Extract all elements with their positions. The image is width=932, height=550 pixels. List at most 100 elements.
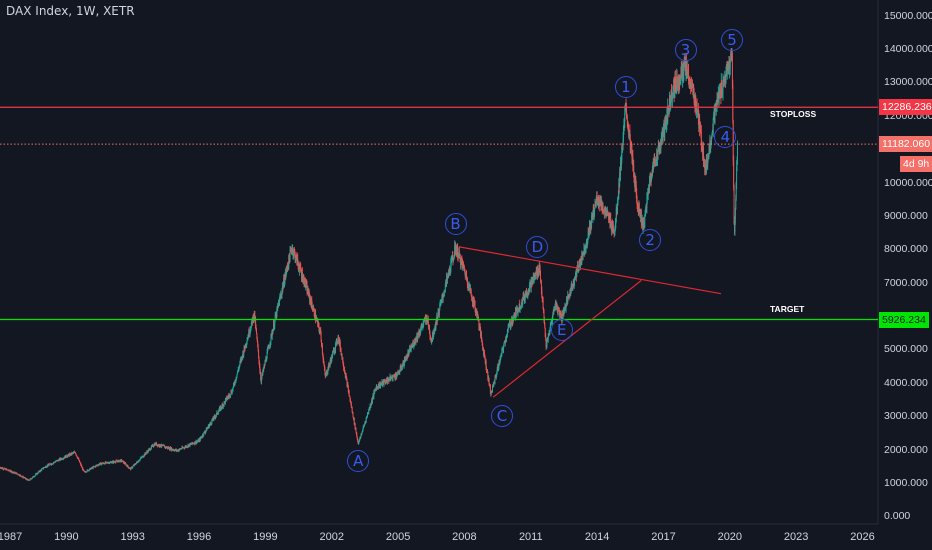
candle-body bbox=[100, 463, 102, 465]
candle-body bbox=[494, 375, 496, 383]
candle-body bbox=[127, 465, 129, 467]
candle-body bbox=[466, 278, 468, 286]
candle-body bbox=[557, 307, 559, 313]
candle-body bbox=[663, 128, 664, 137]
candle-body bbox=[733, 188, 735, 224]
candle-body bbox=[651, 178, 653, 181]
price-tick-label: 1000.000 bbox=[884, 476, 928, 489]
candle-body bbox=[737, 142, 738, 160]
candle-body bbox=[139, 458, 141, 460]
price-tick-label: 0.000 bbox=[884, 510, 911, 523]
candle-body bbox=[729, 61, 731, 68]
candle-body bbox=[76, 455, 78, 456]
candle-body bbox=[121, 461, 123, 462]
candle-body bbox=[256, 338, 258, 342]
candle-body bbox=[723, 81, 725, 84]
candle-body bbox=[258, 350, 260, 357]
candle-body bbox=[711, 130, 713, 135]
candle-body bbox=[267, 345, 269, 349]
candle-body bbox=[549, 325, 551, 328]
candle-body bbox=[3, 468, 5, 470]
candle-body bbox=[735, 199, 737, 210]
candle-body bbox=[357, 438, 359, 442]
candle-body bbox=[542, 300, 544, 309]
candle-body bbox=[699, 118, 701, 131]
candle-body bbox=[3, 469, 5, 471]
price-tick-label: 9000.000 bbox=[884, 209, 928, 222]
wave-label-1[interactable]: 1 bbox=[614, 75, 637, 98]
candle-body bbox=[321, 345, 323, 353]
candle-body bbox=[260, 374, 262, 380]
candle-body bbox=[41, 468, 43, 471]
candle-body bbox=[50, 463, 52, 465]
candle-body bbox=[576, 271, 578, 278]
time-tick-label: 1996 bbox=[186, 531, 212, 543]
candle-body bbox=[592, 210, 594, 220]
candle-body bbox=[373, 391, 375, 398]
candle-body bbox=[696, 105, 698, 113]
candle-body bbox=[560, 316, 562, 318]
candle-body bbox=[38, 471, 40, 473]
candle-body bbox=[707, 160, 709, 167]
wave-label-5[interactable]: 5 bbox=[721, 29, 744, 52]
candle-body bbox=[211, 420, 213, 424]
candle-body bbox=[644, 214, 646, 227]
candle-body bbox=[274, 320, 276, 326]
candle-body bbox=[326, 373, 328, 375]
wave-label-a[interactable]: A bbox=[347, 449, 370, 472]
candle-body bbox=[218, 411, 220, 414]
candle-body bbox=[222, 404, 224, 407]
wave-label-e[interactable]: E bbox=[550, 319, 573, 342]
candle-body bbox=[594, 208, 596, 212]
candle-body bbox=[670, 95, 672, 106]
time-tick-label: 2020 bbox=[717, 531, 743, 543]
candle-body bbox=[460, 258, 462, 266]
candle-body bbox=[457, 246, 459, 258]
price-levels[interactable] bbox=[0, 106, 878, 321]
candle-body bbox=[426, 315, 428, 322]
candle-body bbox=[500, 353, 502, 357]
candle-body bbox=[544, 323, 546, 329]
candle-body bbox=[603, 210, 605, 214]
wave-label-b[interactable]: B bbox=[444, 212, 467, 235]
trendlines[interactable] bbox=[459, 246, 722, 398]
candle-body bbox=[509, 323, 510, 326]
candle-body bbox=[503, 345, 505, 350]
candle-body bbox=[150, 449, 152, 451]
time-tick-label: 2026 bbox=[850, 531, 875, 543]
candle-body bbox=[651, 168, 653, 177]
wave-label-d[interactable]: D bbox=[526, 235, 549, 258]
candle-body bbox=[444, 285, 446, 292]
candle-body bbox=[348, 392, 350, 396]
candle-body bbox=[459, 254, 461, 263]
candle-body bbox=[130, 467, 132, 470]
candle-body bbox=[358, 440, 360, 442]
candle-body bbox=[256, 333, 258, 339]
time-tick-label: 2005 bbox=[385, 531, 411, 543]
candle-body bbox=[189, 443, 191, 446]
candle-body bbox=[657, 159, 658, 161]
candle-body bbox=[680, 69, 682, 78]
candle-body bbox=[404, 359, 405, 365]
chart-title: DAX Index, 1W, XETR bbox=[6, 4, 135, 18]
candle-body bbox=[258, 356, 260, 363]
candle-body bbox=[620, 160, 622, 168]
wave-label-4[interactable]: 4 bbox=[714, 125, 737, 148]
candle-body bbox=[578, 261, 580, 270]
wave-label-2[interactable]: 2 bbox=[639, 229, 662, 252]
candle-body bbox=[233, 383, 234, 387]
candle-body bbox=[259, 366, 261, 372]
time-tick-label: 2002 bbox=[319, 531, 344, 543]
wave-label-c[interactable]: C bbox=[491, 404, 514, 427]
candle-body bbox=[335, 341, 337, 344]
candle-body bbox=[55, 461, 57, 463]
candle-body bbox=[468, 284, 470, 288]
price-tick-label: 5000.000 bbox=[884, 343, 928, 356]
candle-body bbox=[163, 445, 165, 446]
candle-body bbox=[319, 330, 321, 333]
wave-label-3[interactable]: 3 bbox=[674, 39, 697, 62]
candle-body bbox=[581, 251, 583, 255]
candle-body bbox=[540, 273, 542, 280]
candle-body bbox=[657, 147, 659, 160]
